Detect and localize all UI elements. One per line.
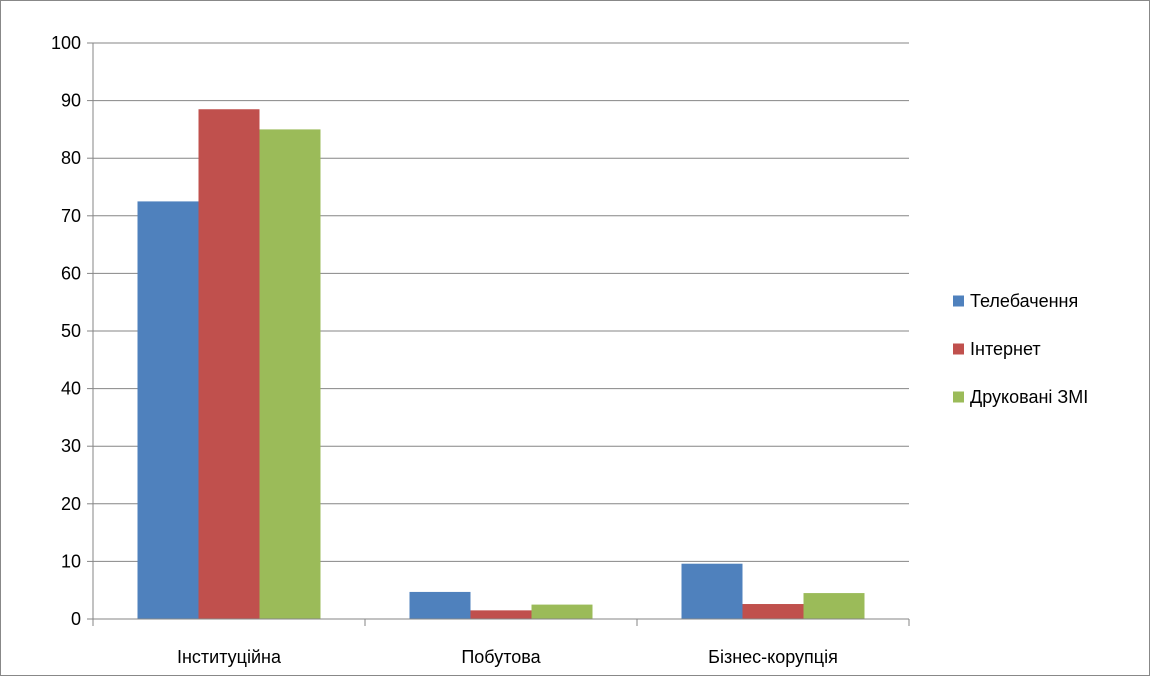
bar-1-2: [409, 591, 471, 619]
y-tick-label: 80: [61, 148, 81, 168]
legend-swatch: [953, 295, 964, 307]
legend-swatch: [953, 343, 964, 355]
y-tick-label: 40: [61, 379, 81, 399]
y-tick-label: 10: [61, 551, 81, 571]
bar-2-1: [198, 109, 260, 620]
x-category-label: Бізнес-корупція: [708, 647, 838, 667]
bar-1-1: [137, 201, 199, 619]
bar-1-3: [681, 563, 743, 619]
y-tick-label: 0: [71, 609, 81, 629]
bar-2-3: [742, 604, 804, 619]
x-category-label: Побутова: [461, 647, 541, 667]
bar-3-3: [803, 593, 865, 619]
legend: Телебачення Інтернет Друковані ЗМІ: [953, 291, 1088, 407]
legend-label: Друковані ЗМІ: [970, 387, 1088, 407]
y-tick-label: 70: [61, 206, 81, 226]
bar-3-1: [259, 129, 321, 619]
axes: [87, 42, 910, 626]
y-tick-label: 90: [61, 91, 81, 111]
legend-label: Телебачення: [970, 291, 1078, 311]
category-labels: Інституційна Побутова Бізнес-корупція: [177, 647, 838, 667]
bar-2-2: [470, 610, 532, 619]
legend-label: Інтернет: [970, 339, 1041, 359]
bar-3-2: [531, 604, 593, 619]
y-tick-label: 20: [61, 494, 81, 514]
y-tick-label: 100: [51, 33, 81, 53]
bars: [137, 109, 865, 620]
y-tick-label: 60: [61, 263, 81, 283]
y-tick-label: 50: [61, 321, 81, 341]
x-category-label: Інституційна: [177, 647, 282, 667]
y-tick-labels: 0 10 20 30 40 50 60 70 80 90 100: [51, 33, 81, 629]
legend-swatch: [953, 391, 964, 403]
y-tick-label: 30: [61, 436, 81, 456]
